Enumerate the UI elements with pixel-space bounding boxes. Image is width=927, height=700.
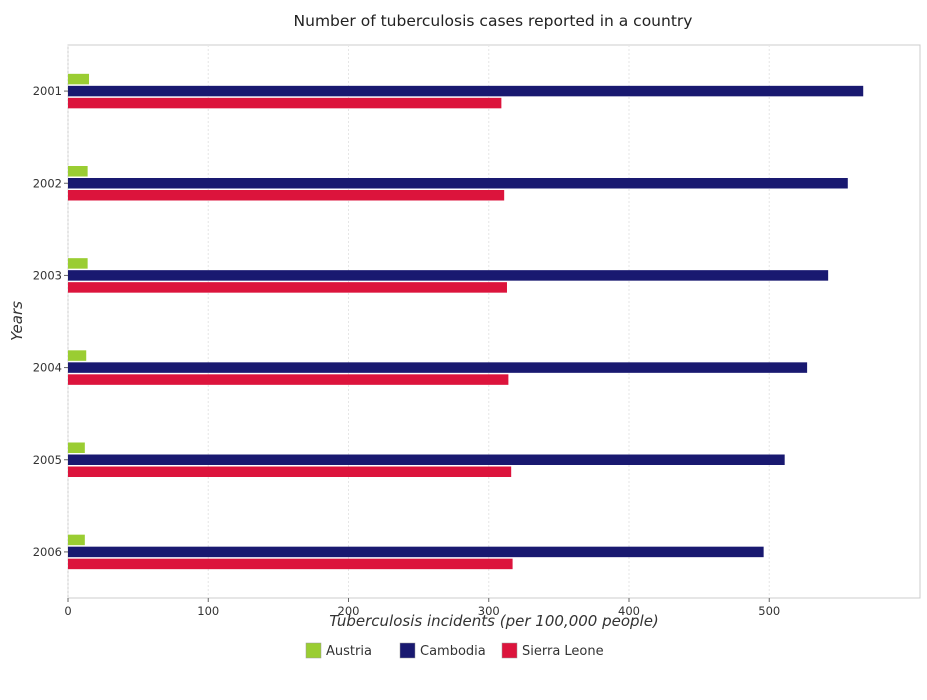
legend-swatch [501,642,518,659]
bar-austria-2005 [68,442,85,453]
x-tick-label: 200 [338,604,360,618]
bar-sierra-leone-2004 [68,374,509,385]
bar-cambodia-2003 [68,270,829,281]
x-tick-label: 0 [64,604,71,618]
y-axis-label: Years [8,301,26,341]
bar-cambodia-2001 [68,85,864,97]
x-axis-label: Tuberculosis incidents (per 100,000 peop… [329,612,659,630]
grid-lines [67,45,770,598]
y-tick-label: 2003 [33,268,62,282]
bar-austria-2003 [68,258,88,269]
bar-sierra-leone-2003 [68,282,507,293]
bar-austria-2006 [68,534,85,546]
y-tick-label: 2005 [33,453,62,467]
bar-cambodia-2005 [68,454,785,465]
legend-label: Cambodia [420,644,486,659]
y-tick-label: 2006 [33,545,62,559]
bar-sierra-leone-2006 [68,558,513,570]
bar-cambodia-2002 [68,178,848,189]
bar-austria-2001 [68,73,90,85]
bar-sierra-leone-2001 [68,97,502,109]
bars [68,73,864,570]
bar-sierra-leone-2002 [68,190,505,201]
y-tick-label: 2002 [33,176,62,190]
x-tick-label: 100 [197,604,219,618]
legend-swatch [305,642,322,659]
x-tick-label: 400 [618,604,640,618]
bar-austria-2004 [68,350,87,361]
legend-label: Sierra Leone [522,644,604,659]
bar-cambodia-2006 [68,546,764,558]
x-tick-label: 300 [478,604,500,618]
x-tick-label: 500 [758,604,780,618]
bar-cambodia-2004 [68,362,808,373]
legend-label: Austria [326,644,372,659]
legend: Austria Cambodia Sierra Leone [305,642,604,659]
chart-title: Number of tuberculosis cases reported in… [294,12,693,30]
bar-austria-2002 [68,166,88,177]
y-tick-label: 2001 [33,84,62,98]
y-axis-ticks: 2001 2002 2003 2004 2005 2006 [33,84,68,559]
y-tick-label: 2004 [33,361,62,375]
bar-sierra-leone-2005 [68,466,512,477]
x-axis-ticks: 0 100 200 300 400 500 [64,598,780,618]
legend-swatch [399,642,416,659]
plot-area [67,44,921,599]
